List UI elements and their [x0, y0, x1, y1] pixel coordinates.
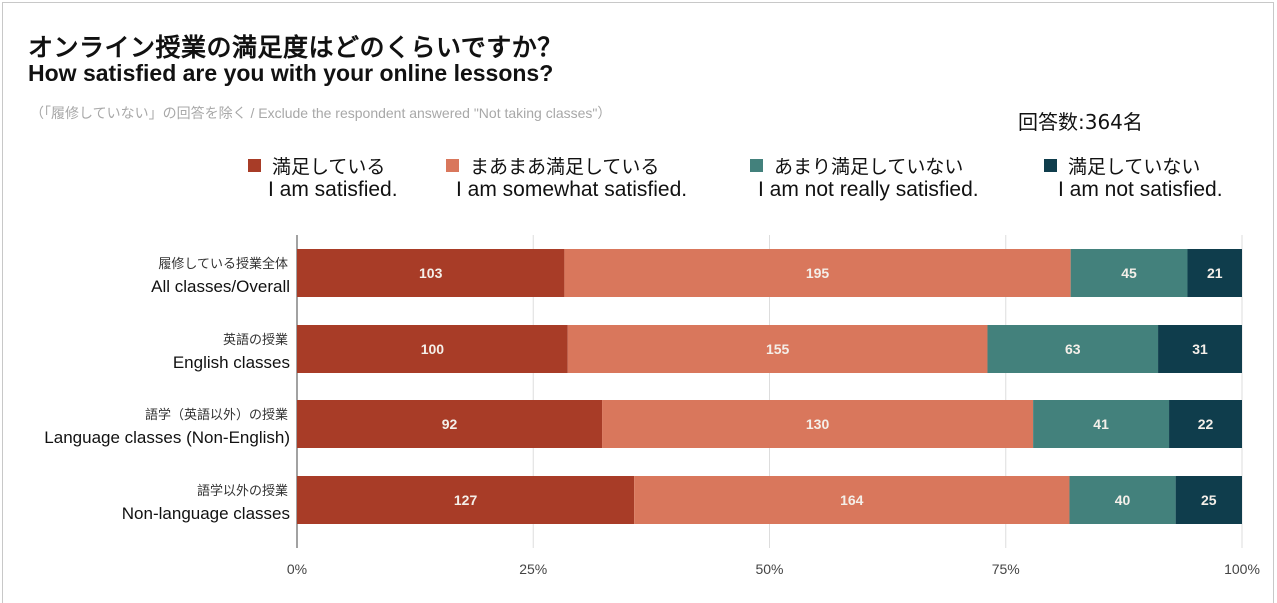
- data-label: 63: [1065, 341, 1081, 357]
- data-label: 103: [419, 265, 443, 281]
- bar-segment: [602, 400, 1034, 448]
- category-label-en: Language classes (Non-English): [44, 428, 290, 447]
- legend-swatch-satisfied: [248, 159, 261, 172]
- bar-segment: [297, 249, 565, 297]
- category-label-en: English classes: [173, 353, 290, 372]
- data-label: 22: [1198, 416, 1214, 432]
- data-label: 25: [1201, 492, 1217, 508]
- data-label: 130: [806, 416, 830, 432]
- data-label: 127: [454, 492, 478, 508]
- bar-segment: [567, 325, 988, 373]
- data-label: 164: [840, 492, 864, 508]
- category-label-en: All classes/Overall: [151, 277, 290, 296]
- legend-label-en: I am satisfied.: [268, 178, 398, 201]
- legend-label-jp: 満足している: [272, 156, 386, 178]
- bar-segment: [297, 325, 568, 373]
- category-label-jp: 語学（英語以外）の授業: [145, 407, 288, 423]
- legend-label-en: I am not really satisfied.: [758, 178, 979, 201]
- bar-segment: [634, 476, 1070, 524]
- bar-segment: [1033, 400, 1170, 448]
- legend-label-jp: 満足していない: [1068, 156, 1201, 178]
- bar-segment: [297, 476, 635, 524]
- x-tick-label: 50%: [755, 561, 783, 577]
- bar-segment: [1069, 476, 1176, 524]
- bar-segment: [1175, 476, 1242, 524]
- x-tick-label: 0%: [287, 561, 307, 577]
- legend-label-jp: あまり満足していない: [774, 156, 964, 178]
- legend-swatch-not-satisfied: [1044, 159, 1057, 172]
- category-label-en: Non-language classes: [122, 504, 290, 523]
- data-label: 31: [1192, 341, 1208, 357]
- bar-segment: [1187, 249, 1242, 297]
- legend-label-en: I am somewhat satisfied.: [456, 178, 688, 201]
- data-label: 21: [1207, 265, 1223, 281]
- category-label-jp: 語学以外の授業: [197, 483, 288, 499]
- bar-segment: [1169, 400, 1242, 448]
- data-label: 155: [766, 341, 790, 357]
- data-label: 45: [1121, 265, 1137, 281]
- data-label: 40: [1115, 492, 1131, 508]
- chart-title-jp: オンライン授業の満足度はどのくらいですか？: [28, 33, 563, 62]
- x-tick-label: 75%: [992, 561, 1020, 577]
- bar-segment: [297, 400, 603, 448]
- legend-label-jp: まあまあ満足している: [470, 156, 660, 178]
- bar-segment: [1158, 325, 1242, 373]
- chart-subtitle: （「履修していない」の回答を除く / Exclude the responden…: [30, 105, 612, 121]
- x-tick-label: 100%: [1224, 561, 1260, 577]
- category-label-jp: 英語の授業: [223, 332, 288, 348]
- data-label: 100: [421, 341, 445, 357]
- bar-segment: [987, 325, 1159, 373]
- respondent-count: 回答数:364名: [1018, 110, 1143, 134]
- data-label: 92: [442, 416, 458, 432]
- data-label: 41: [1093, 416, 1109, 432]
- legend-swatch-not-really-satisfied: [750, 159, 763, 172]
- x-tick-label: 25%: [519, 561, 547, 577]
- chart-title-en: How satisfied are you with your online l…: [28, 60, 554, 86]
- data-label: 195: [806, 265, 830, 281]
- legend-label-en: I am not satisfied.: [1058, 178, 1223, 201]
- bar-segment: [1070, 249, 1188, 297]
- bar-segment: [564, 249, 1071, 297]
- legend-swatch-somewhat-satisfied: [446, 159, 459, 172]
- category-label-jp: 履修している授業全体: [158, 256, 288, 272]
